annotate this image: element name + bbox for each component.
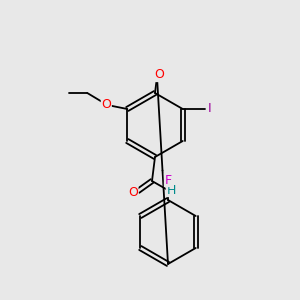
Text: O: O [128, 187, 138, 200]
Text: H: H [166, 184, 176, 196]
Text: I: I [208, 103, 211, 116]
Text: O: O [101, 98, 111, 110]
Text: O: O [154, 68, 164, 82]
Text: F: F [164, 173, 172, 187]
